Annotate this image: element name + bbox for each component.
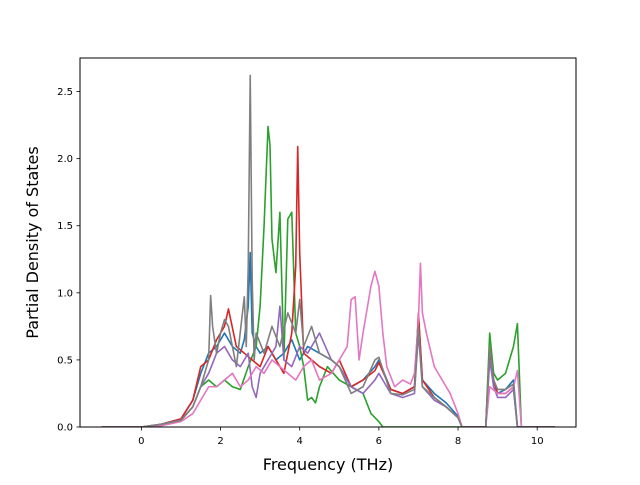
series-line-2 xyxy=(101,125,556,427)
x-tick-label: 0 xyxy=(138,436,144,447)
x-tick-label: 10 xyxy=(531,436,544,447)
x-tick-label: 6 xyxy=(376,436,382,447)
x-tick-label: 4 xyxy=(297,436,303,447)
x-axis-ticks: 0 2 4 6 8 10 xyxy=(138,427,544,447)
plot-frame xyxy=(79,57,577,428)
y-tick-label: 2.5 xyxy=(57,87,73,98)
y-tick-label: 1.5 xyxy=(57,221,73,232)
x-tick-label: 2 xyxy=(217,436,223,447)
series-layer xyxy=(101,74,556,427)
x-axis-label: Frequency (THz) xyxy=(263,455,393,474)
y-tick-label: 0.5 xyxy=(57,355,73,366)
y-tick-label: 2.0 xyxy=(57,154,73,165)
series-line-6 xyxy=(101,74,556,427)
series-line-5 xyxy=(101,262,556,427)
y-axis-ticks: 0.0 0.5 1.0 1.5 2.0 2.5 xyxy=(57,87,80,434)
y-tick-label: 0.0 xyxy=(57,423,73,434)
x-tick-label: 8 xyxy=(455,436,461,447)
y-axis-label: Partial Density of States xyxy=(23,146,42,338)
y-tick-label: 1.0 xyxy=(57,288,73,299)
